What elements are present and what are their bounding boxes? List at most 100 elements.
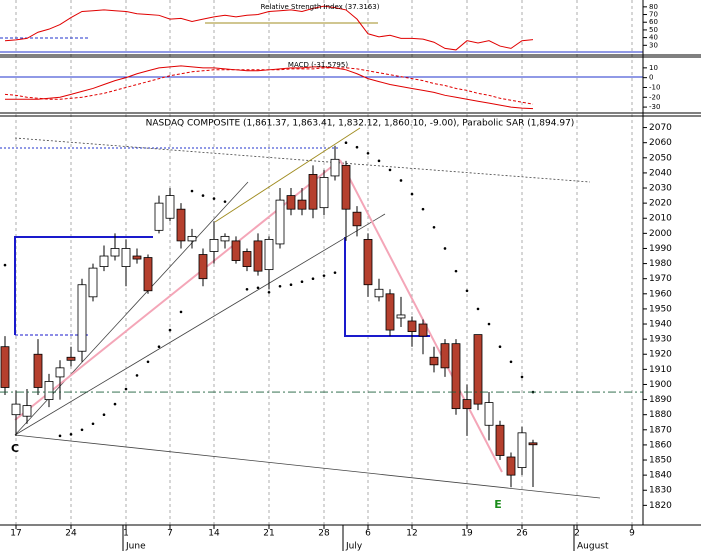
candle-body bbox=[352, 211, 362, 227]
y-tick-label: 1970 bbox=[649, 274, 672, 284]
sar-dot bbox=[168, 328, 172, 332]
candle-body bbox=[484, 402, 494, 426]
candle-body bbox=[209, 238, 219, 252]
sar-dot bbox=[91, 422, 95, 426]
sar-dot bbox=[366, 151, 370, 155]
y-tick-label: 1910 bbox=[649, 365, 672, 375]
candle-body bbox=[341, 164, 351, 210]
candle-body bbox=[319, 177, 329, 209]
y-tick-label: 1820 bbox=[649, 501, 672, 511]
x-tick-label: 19 bbox=[461, 529, 473, 539]
sar-dot bbox=[223, 200, 227, 203]
candle-body bbox=[407, 320, 417, 332]
candle-body bbox=[264, 238, 274, 271]
x-tick-label: 26 bbox=[516, 529, 528, 539]
x-tick-label: 17 bbox=[10, 529, 21, 539]
candle-body bbox=[132, 255, 142, 260]
candle-body bbox=[297, 199, 307, 210]
sar-dot bbox=[454, 269, 458, 273]
candle-body bbox=[418, 323, 428, 337]
sar-dot bbox=[102, 413, 106, 416]
sar-dot bbox=[498, 345, 502, 348]
candle-body bbox=[462, 399, 472, 410]
y-tick-label: 1830 bbox=[649, 486, 672, 496]
candle-body bbox=[231, 240, 241, 261]
candle-body bbox=[154, 202, 164, 231]
candle-body bbox=[429, 356, 439, 366]
candle-body bbox=[77, 284, 87, 352]
sar-dot bbox=[289, 283, 293, 287]
candle-body bbox=[451, 343, 461, 410]
candle-body bbox=[286, 195, 296, 210]
sar-dot bbox=[69, 433, 73, 436]
sar-dot bbox=[212, 197, 216, 200]
support-line bbox=[14, 434, 601, 499]
sar-dot bbox=[124, 387, 128, 391]
x-tick-label: 6 bbox=[365, 529, 371, 539]
rsi-title: Relative Strength Index (37.3163) bbox=[261, 3, 380, 11]
pink-trendline bbox=[14, 159, 341, 421]
x-tick-label: 14 bbox=[208, 529, 220, 539]
data bbox=[0, 5, 643, 488]
y-tick-label: 1990 bbox=[649, 244, 672, 254]
candle-body bbox=[242, 251, 252, 268]
sar-dot bbox=[80, 428, 84, 432]
series-line bbox=[4, 67, 534, 105]
candle-body bbox=[110, 248, 120, 257]
candle-body bbox=[187, 235, 197, 242]
candle-body bbox=[363, 238, 373, 286]
candle-body bbox=[176, 208, 186, 242]
sar-dot bbox=[58, 434, 62, 438]
sar-dot bbox=[443, 247, 447, 250]
sar-dot bbox=[432, 226, 436, 229]
resistance-line bbox=[14, 137, 591, 183]
fan-line bbox=[14, 213, 386, 436]
candle-body bbox=[198, 254, 208, 280]
sar-dot bbox=[520, 375, 524, 379]
candle-body bbox=[55, 367, 65, 378]
sar-dot bbox=[201, 194, 205, 197]
y-tick-label: 1870 bbox=[649, 425, 672, 435]
y-tick-label: 80 bbox=[649, 3, 658, 11]
candle-body bbox=[517, 432, 527, 468]
sar-dot bbox=[146, 360, 150, 364]
candle-body bbox=[330, 158, 340, 177]
month-label: June bbox=[125, 542, 146, 551]
sar-dot bbox=[256, 286, 260, 290]
sar-dot bbox=[278, 284, 282, 288]
y-tick-label: 2000 bbox=[649, 229, 672, 239]
sar-dot bbox=[3, 263, 7, 267]
sar-dot bbox=[113, 402, 117, 406]
y-tick-label: 2050 bbox=[649, 153, 672, 163]
candle-body bbox=[440, 343, 450, 369]
candle-body bbox=[88, 267, 98, 298]
candle-body bbox=[11, 403, 21, 416]
y-tick-label: 1930 bbox=[649, 335, 672, 345]
x-tick-label: 12 bbox=[406, 529, 417, 539]
frames bbox=[0, 0, 701, 526]
candle-body bbox=[143, 257, 153, 292]
sar-dot bbox=[190, 189, 194, 193]
x-tick-label: 1 bbox=[123, 529, 129, 539]
y-tick-label: 2070 bbox=[649, 123, 672, 133]
sar-dot bbox=[333, 271, 337, 274]
candle-body bbox=[121, 248, 131, 267]
candle-body bbox=[220, 235, 230, 242]
y-tick-label: 10 bbox=[649, 64, 658, 72]
annotation: C bbox=[11, 442, 19, 455]
candle-body bbox=[99, 255, 109, 267]
candle-body bbox=[495, 424, 505, 456]
sar-dot bbox=[179, 310, 183, 314]
y-tick-label: 1860 bbox=[649, 440, 672, 450]
sar-dot bbox=[388, 168, 392, 172]
sar-dot bbox=[509, 360, 513, 364]
series-line bbox=[4, 5, 534, 51]
y-tick-label: 0 bbox=[649, 74, 653, 82]
y-tick-label: 1940 bbox=[649, 320, 672, 330]
sar-dot bbox=[245, 287, 249, 291]
y-tick-label: 70 bbox=[649, 11, 658, 19]
candle-body bbox=[396, 314, 406, 319]
sar-dot bbox=[135, 374, 139, 377]
x-tick-label: 28 bbox=[318, 529, 330, 539]
